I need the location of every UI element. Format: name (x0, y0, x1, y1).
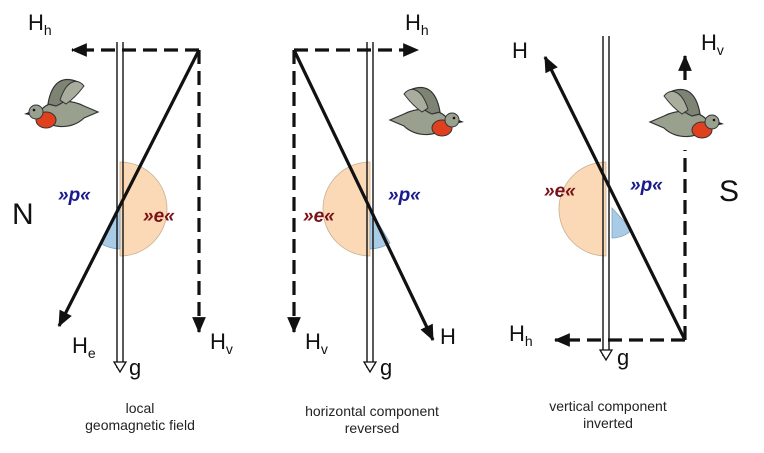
caption-line: local (125, 400, 155, 416)
label-hh-local: Hh (28, 10, 52, 38)
label-south: S (719, 175, 739, 208)
e-mark-horizontal: »e« (303, 206, 335, 227)
label-north: N (12, 198, 34, 231)
label-hh-vertical: Hh (509, 321, 533, 349)
bird-illustration-right (648, 88, 724, 139)
e-mark-local: »e« (143, 206, 175, 227)
panel-local: Hh Hv He g N »p« »e« (12, 10, 233, 380)
field-vector-h (292, 49, 435, 342)
p-mark-local: »p« (58, 185, 91, 206)
panel-horizontal: Hh Hv H g »e« »p« (287, 10, 456, 380)
caption-line: horizontal component (305, 403, 439, 419)
bird-illustration-left (24, 78, 100, 129)
caption-vertical: vertical component inverted (498, 398, 718, 432)
e-mark-vertical: »e« (544, 181, 576, 202)
panel-vertical: H Hv Hh g S »e« »p« (509, 30, 739, 370)
label-hh-horizontal: Hh (405, 10, 429, 38)
caption-line: reversed (344, 420, 400, 436)
p-mark-horizontal: »p« (388, 185, 421, 206)
label-hv-vertical: Hv (701, 30, 724, 58)
label-hv-horizontal: Hv (305, 329, 328, 357)
gravity-arrowhead (112, 361, 128, 374)
angle-e-sector (558, 161, 607, 257)
label-g-local: g (129, 355, 141, 380)
gravity-arrowhead (362, 361, 378, 374)
label-he: He (72, 333, 96, 361)
label-g-vertical: g (617, 345, 629, 370)
caption-line: geomagnetic field (85, 417, 195, 433)
label-h-horizontal: H (440, 324, 456, 349)
gravity-arrowhead (598, 349, 614, 362)
label-h-vertical: H (512, 38, 528, 63)
bird-illustration-middle (388, 86, 464, 137)
field-vector-h (543, 55, 687, 341)
field-vector-he (57, 49, 201, 328)
p-mark-vertical: »p« (630, 175, 663, 196)
caption-line: vertical component (549, 398, 667, 414)
label-g-horizontal: g (380, 355, 392, 380)
caption-local: local geomagnetic field (30, 400, 250, 434)
caption-line: inverted (583, 415, 633, 431)
caption-horizontal: horizontal component reversed (262, 403, 482, 437)
label-hv-local: Hv (210, 329, 233, 357)
